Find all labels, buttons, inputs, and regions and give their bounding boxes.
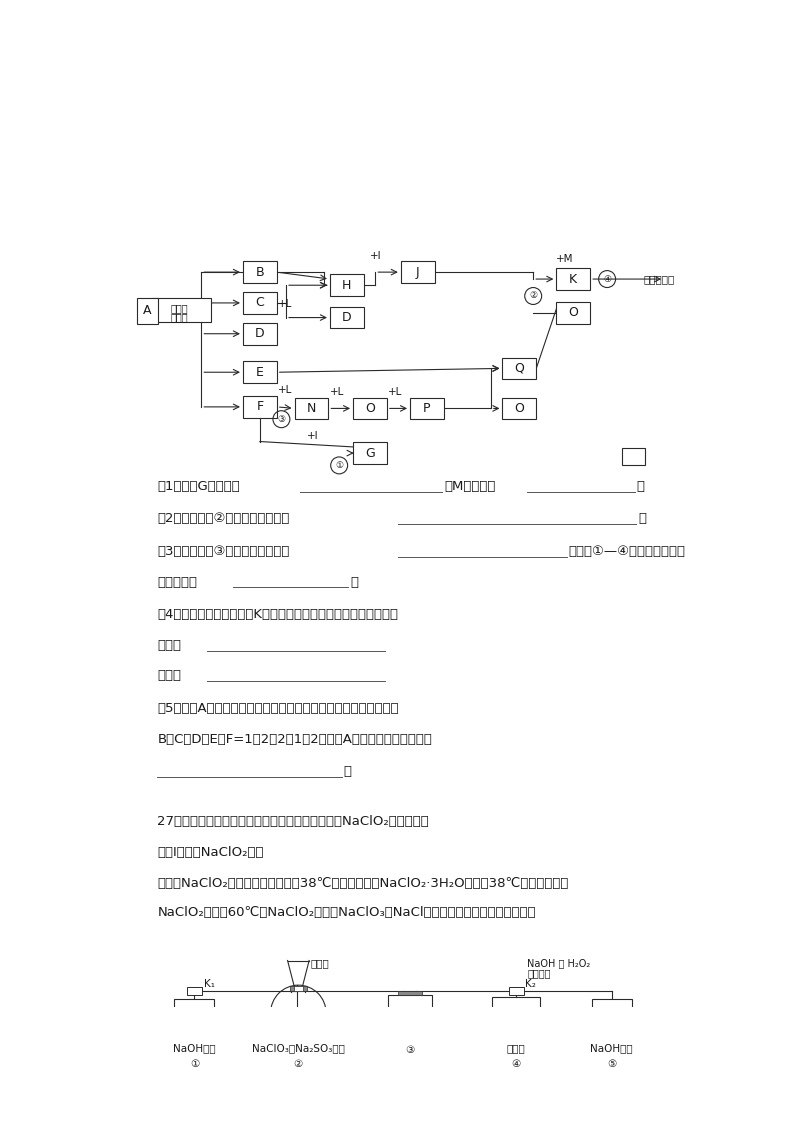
Text: 血红色液体: 血红色液体: [643, 274, 674, 284]
Text: ，反应①—④中属于非氧化还: ，反应①—④中属于非氧化还: [569, 544, 686, 558]
Text: 阴极：: 阴极：: [158, 638, 182, 652]
Text: O: O: [365, 402, 375, 415]
Text: 浓硫酸: 浓硫酸: [310, 959, 330, 969]
Text: 。: 。: [344, 765, 352, 778]
Bar: [174, 1000, 214, 1039]
Text: 混合溶液: 混合溶液: [527, 968, 550, 978]
Text: ①: ①: [190, 1060, 199, 1069]
Bar: [243, 261, 277, 283]
Text: +I: +I: [307, 431, 318, 441]
Text: C: C: [255, 297, 264, 309]
Bar: [388, 995, 432, 1053]
Text: （5）已知A在隔绝空气条件下分解产生的各产物的物质的量之比为: （5）已知A在隔绝空气条件下分解产生的各产物的物质的量之比为: [158, 702, 399, 714]
Text: 27、某化学兴趣小组同学展开对漂白剂亚氯酸钠（NaClO₂）的研究。: 27、某化学兴趣小组同学展开对漂白剂亚氯酸钠（NaClO₂）的研究。: [158, 815, 429, 827]
Bar: [492, 997, 540, 1044]
Bar: [410, 397, 444, 419]
Text: K₂: K₂: [526, 979, 536, 988]
Bar: [556, 302, 590, 324]
Text: 实验Ⅰ：制取NaClO₂晶体: 实验Ⅰ：制取NaClO₂晶体: [158, 846, 264, 859]
Text: +L: +L: [330, 386, 344, 396]
Text: NaOH溶液: NaOH溶液: [590, 1044, 633, 1054]
Text: ④: ④: [603, 275, 611, 283]
Text: 冷水浴: 冷水浴: [507, 1044, 526, 1054]
Text: O: O: [568, 307, 578, 319]
Text: 。: 。: [350, 575, 358, 589]
Text: Q: Q: [514, 362, 524, 375]
Text: K: K: [569, 273, 578, 285]
Text: ③: ③: [406, 1045, 414, 1055]
Text: G: G: [365, 447, 375, 460]
Text: NaOH溶液: NaOH溶液: [173, 1044, 216, 1054]
Text: D: D: [255, 327, 265, 341]
Text: 原反应的是: 原反应的是: [158, 575, 198, 589]
Text: J: J: [416, 266, 419, 278]
Text: ⑤: ⑤: [607, 1060, 616, 1069]
Text: 隔绝空: 隔绝空: [171, 303, 189, 314]
Text: ，M的化学式: ，M的化学式: [444, 480, 495, 494]
Bar: [243, 323, 277, 344]
Bar: [502, 397, 536, 419]
Text: （4）用石墨电极电解溶液K时，电解初始阶段电极反应方程式为：: （4）用石墨电极电解溶液K时，电解初始阶段电极反应方程式为：: [158, 608, 398, 620]
Text: （1）写出G的电子式: （1）写出G的电子式: [158, 480, 240, 494]
Text: 。: 。: [638, 513, 646, 525]
Text: ①: ①: [335, 461, 343, 470]
Text: ②: ②: [529, 292, 538, 300]
Bar: [556, 268, 590, 290]
Text: +M: +M: [556, 254, 574, 264]
Text: N: N: [306, 402, 316, 415]
Text: 阳极：: 阳极：: [158, 669, 182, 683]
Bar: [290, 986, 307, 990]
Text: 已知：NaClO₂饱和溶液在温度低于38℃时析出晶体是NaClO₂·3H₂O，高于38℃时析出晶体是: 已知：NaClO₂饱和溶液在温度低于38℃时析出晶体是NaClO₂·3H₂O，高…: [158, 876, 569, 890]
Bar: [401, 261, 434, 283]
Bar: [294, 397, 328, 419]
Bar: [330, 307, 364, 328]
Bar: [502, 358, 536, 379]
Text: +L: +L: [278, 385, 293, 395]
Text: K₁: K₁: [204, 979, 214, 988]
Text: （2）写出反应②的离子反应方程式: （2）写出反应②的离子反应方程式: [158, 513, 290, 525]
Text: H: H: [342, 278, 351, 292]
Text: +L: +L: [278, 299, 293, 309]
Text: ②: ②: [294, 1060, 303, 1069]
Bar: [186, 987, 202, 995]
Text: O: O: [514, 402, 524, 415]
Text: ④: ④: [512, 1060, 521, 1069]
Text: D: D: [342, 311, 352, 324]
Text: E: E: [256, 366, 264, 379]
Text: 。: 。: [636, 480, 644, 494]
Bar: [137, 298, 158, 324]
Bar: [622, 447, 645, 464]
Text: B: B: [255, 266, 264, 278]
Bar: [592, 1000, 632, 1039]
Bar: [150, 298, 210, 323]
Text: +L: +L: [389, 386, 403, 396]
Text: P: P: [423, 402, 430, 415]
Bar: [294, 986, 303, 990]
Text: NaClO₃和Na₂SO₃固体: NaClO₃和Na₂SO₃固体: [252, 1044, 345, 1054]
Text: 气加热: 气加热: [171, 311, 189, 321]
Bar: [353, 443, 387, 464]
Bar: [243, 396, 277, 418]
Bar: [398, 990, 422, 995]
Bar: [353, 397, 387, 419]
Bar: [243, 361, 277, 383]
Bar: [509, 987, 524, 995]
Text: B；C；D；E；F=1：2：2：1：2，写出A分解的化学反应方程式: B；C；D；E；F=1：2：2：1：2，写出A分解的化学反应方程式: [158, 732, 432, 746]
Bar: [330, 274, 364, 295]
Bar: [243, 292, 277, 314]
Text: （3）写出反应③的化学反应方程式: （3）写出反应③的化学反应方程式: [158, 544, 290, 558]
Text: NaOH 和 H₂O₂: NaOH 和 H₂O₂: [527, 959, 590, 969]
Text: ③: ③: [278, 414, 286, 423]
Text: +I: +I: [370, 251, 381, 261]
Text: F: F: [256, 401, 263, 413]
Text: A: A: [143, 305, 152, 317]
Text: NaClO₂，高于60℃时NaClO₂分解成NaClO₃和NaCl。现利用图所示装置进行实验。: NaClO₂，高于60℃时NaClO₂分解成NaClO₃和NaCl。现利用图所示…: [158, 906, 536, 919]
